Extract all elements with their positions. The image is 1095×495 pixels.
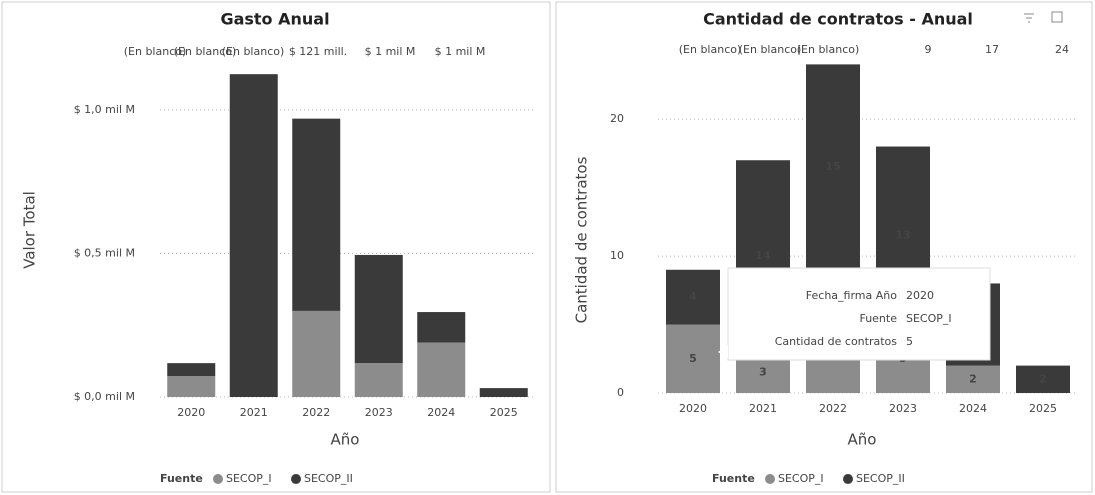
data-label: 14 <box>755 249 771 262</box>
filter-icon[interactable] <box>1024 13 1034 23</box>
total-label: (En blanco) <box>679 43 742 56</box>
legend-label: SECOP_I <box>778 472 824 485</box>
bar-segment <box>167 376 216 397</box>
tooltip-key: Cantidad de contratos <box>775 335 898 348</box>
bar-segment <box>354 363 403 397</box>
y-tick-label: $ 0,5 mil M <box>74 247 135 260</box>
focus-icon[interactable] <box>1051 11 1063 23</box>
legend-title: Fuente <box>160 472 203 485</box>
total-label: (En blanco) <box>797 43 860 56</box>
total-label: (En blanco) <box>174 45 237 58</box>
total-label: (En blanco) <box>124 45 187 58</box>
x-tick-label: 2021 <box>749 402 777 415</box>
tooltip: Fecha_firma Año 2020 Fuente SECOP_I Cantidad… <box>718 267 991 361</box>
x-axis-title: Año <box>848 431 877 449</box>
bar-segment <box>292 310 341 397</box>
total-label: $ 1 mil M <box>435 45 486 58</box>
tooltip-pointer <box>718 345 728 358</box>
tooltip-key: Fuente <box>859 312 897 325</box>
chart-title: Cantidad de contratos - Anual <box>703 10 973 29</box>
bar-segment <box>666 324 720 393</box>
data-label: 4 <box>689 290 697 303</box>
total-label: (En blanco) <box>739 43 802 56</box>
x-tick-label: 2024 <box>959 402 987 415</box>
x-tick-label: 2025 <box>1029 402 1057 415</box>
tooltip-value: 5 <box>906 335 913 348</box>
x-tick-label: 2023 <box>889 402 917 415</box>
tooltip-key: Fecha_firma Año <box>806 289 897 302</box>
legend-swatch <box>843 474 853 484</box>
bar-segment <box>666 269 720 325</box>
x-axis-title: Año <box>331 431 360 449</box>
data-label: 2 <box>1039 372 1047 385</box>
data-label: 3 <box>759 365 767 378</box>
bar-segment <box>417 342 466 397</box>
legend-swatch <box>213 474 223 484</box>
y-tick-label: $ 1,0 mil M <box>74 103 135 116</box>
x-tick-label: 2025 <box>490 406 518 419</box>
total-label: 24 <box>1055 43 1069 56</box>
tooltip-value: SECOP_I <box>906 312 952 325</box>
bar-segment <box>946 365 1000 393</box>
chart-title: Gasto Anual <box>220 10 329 29</box>
bar-segment <box>479 388 528 397</box>
y-axis-title: Valor Total <box>21 191 39 269</box>
total-label: 17 <box>985 43 999 56</box>
bar-segment <box>354 254 403 364</box>
bar-segment <box>1016 365 1070 393</box>
bar-segment <box>292 118 341 311</box>
x-tick-label: 2021 <box>240 406 268 419</box>
data-label: 5 <box>689 352 697 365</box>
x-tick-label: 2020 <box>177 406 205 419</box>
legend-swatch <box>291 474 301 484</box>
y-tick-label: 20 <box>610 112 624 125</box>
x-tick-label: 2022 <box>302 406 330 419</box>
bar-segment <box>229 74 278 397</box>
bar-segment <box>417 312 466 343</box>
data-label: 2 <box>969 372 977 385</box>
total-label: $ 121 mill. <box>289 45 347 58</box>
tooltip-value: 2020 <box>906 289 934 302</box>
tooltip-box <box>727 267 991 361</box>
legend-label: SECOP_I <box>226 472 272 485</box>
legend-label: SECOP_II <box>856 472 905 485</box>
legend-label: SECOP_II <box>304 472 353 485</box>
total-label: (En blanco) <box>222 45 285 58</box>
y-tick-label: 0 <box>617 386 624 399</box>
total-label: 9 <box>925 43 932 56</box>
bar-segment <box>167 363 216 377</box>
y-tick-label: 10 <box>610 249 624 262</box>
data-label: 13 <box>895 229 910 242</box>
y-axis-title: Cantidad de contratos <box>573 156 591 323</box>
x-tick-label: 2023 <box>365 406 393 419</box>
legend-swatch <box>765 474 775 484</box>
data-label: 15 <box>825 160 840 173</box>
legend-title: Fuente <box>712 472 755 485</box>
x-tick-label: 2022 <box>819 402 847 415</box>
toolbar-icons[interactable] <box>1024 11 1063 23</box>
x-tick-label: 2020 <box>679 402 707 415</box>
total-label: $ 1 mil M <box>365 45 416 58</box>
y-tick-label: $ 0,0 mil M <box>74 390 135 403</box>
x-tick-label: 2024 <box>427 406 455 419</box>
bar-segment <box>806 64 860 270</box>
